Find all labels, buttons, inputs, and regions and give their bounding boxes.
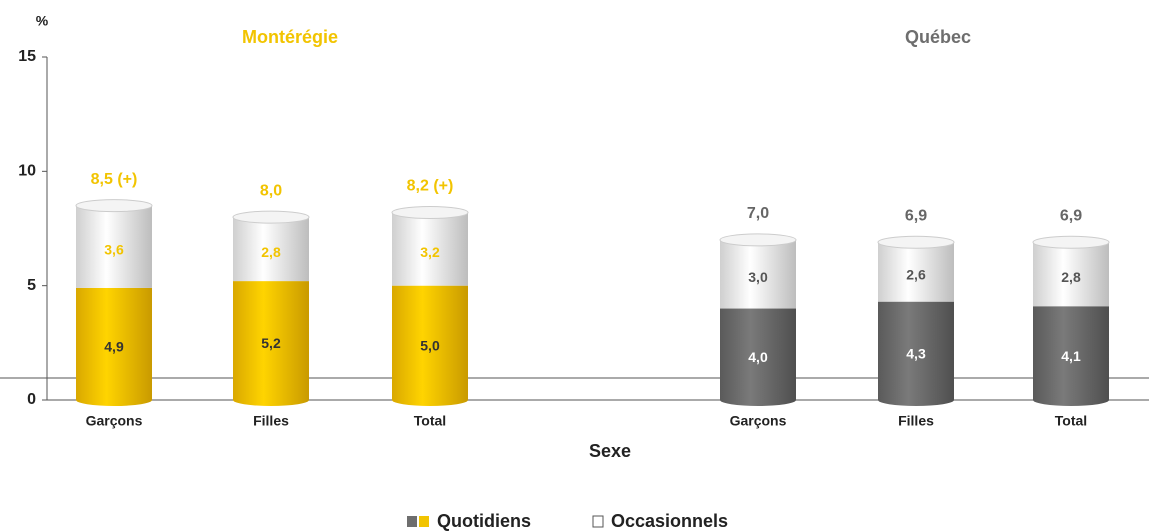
total-label: 6,9: [905, 207, 927, 224]
legend-swatch: [407, 516, 417, 527]
cylinder-top: [877, 235, 955, 249]
bar-segment: [392, 212, 468, 286]
bar-segment: [76, 205, 152, 288]
value-label: 4,0: [748, 349, 768, 365]
legend-swatch: [419, 516, 429, 527]
value-label: 3,2: [420, 244, 440, 260]
y-tick-label: 5: [27, 277, 36, 294]
total-label: 7,0: [747, 205, 769, 222]
value-label: 2,6: [906, 267, 926, 283]
cylinder-bottom: [1033, 394, 1109, 406]
cylinder-top: [1032, 235, 1110, 249]
value-label: 4,3: [906, 346, 926, 362]
value-label: 4,9: [104, 339, 124, 355]
bar-segment: [720, 239, 796, 309]
value-label: 2,8: [1061, 269, 1081, 285]
cylinder-bottom: [392, 394, 468, 406]
group-title: Montérégie: [242, 27, 338, 47]
cylinder-top: [75, 199, 153, 213]
total-label: 8,5 (+): [91, 171, 138, 188]
x-tick-label: Total: [1055, 413, 1087, 429]
value-label: 5,2: [261, 335, 281, 351]
cylinder-bottom: [76, 394, 152, 406]
bar-segment: [1033, 242, 1109, 307]
cylinder-top: [232, 210, 310, 224]
bar-segment: [878, 242, 954, 302]
value-label: 2,8: [261, 244, 281, 260]
bar-segment: [233, 281, 309, 400]
total-label: 6,9: [1060, 207, 1082, 224]
bar-segment: [392, 285, 468, 400]
cylinder-bottom: [720, 394, 796, 406]
cylinder-top: [719, 233, 797, 247]
x-tick-label: Total: [414, 413, 446, 429]
x-tick-label: Filles: [253, 413, 289, 429]
bar-segment: [720, 308, 796, 400]
bar-segment: [878, 301, 954, 400]
value-label: 3,0: [748, 269, 768, 285]
bar-segment: [233, 217, 309, 282]
value-label: 4,1: [1061, 348, 1081, 364]
value-label: 5,0: [420, 338, 440, 354]
y-axis-label: %: [36, 13, 49, 29]
bar-segment: [76, 287, 152, 400]
y-tick-label: 10: [18, 163, 36, 180]
group-title: Québec: [905, 27, 971, 47]
y-tick-label: 15: [18, 48, 36, 65]
cylinder-bottom: [878, 394, 954, 406]
x-tick-label: Filles: [898, 413, 934, 429]
total-label: 8,2 (+): [407, 178, 454, 195]
x-tick-label: Garçons: [730, 413, 787, 429]
y-tick-label: 0: [27, 391, 36, 408]
total-label: 8,0: [260, 182, 282, 199]
x-tick-label: Garçons: [86, 413, 143, 429]
legend-swatch: [592, 515, 604, 528]
legend-label: Occasionnels: [611, 511, 728, 531]
legend-label: Quotidiens: [437, 511, 531, 531]
x-axis-label: Sexe: [589, 441, 631, 461]
value-label: 3,6: [104, 241, 124, 257]
cylinder-top: [391, 205, 469, 219]
cylinder-bottom: [233, 394, 309, 406]
bar-segment: [1033, 306, 1109, 400]
